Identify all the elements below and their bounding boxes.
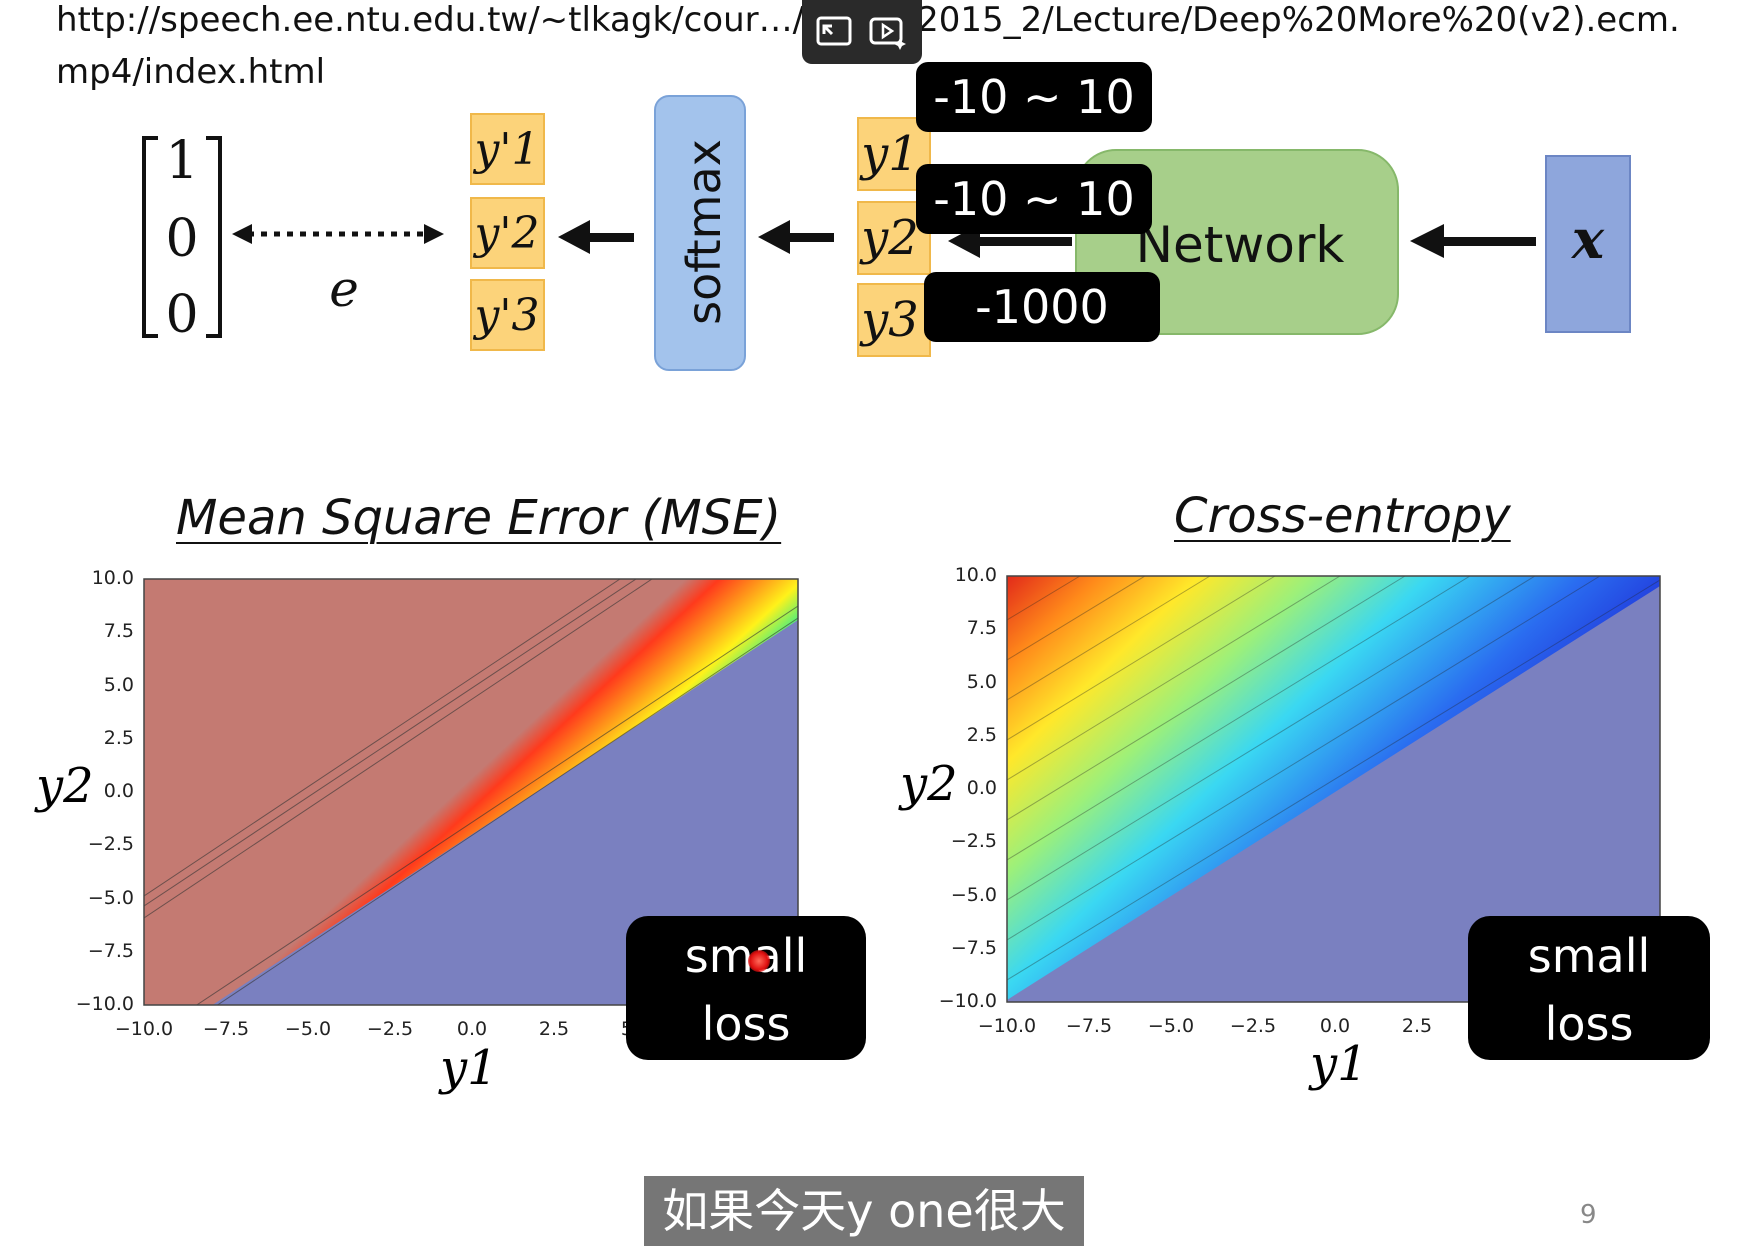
small-loss-line: small [684,929,808,983]
x-tick-label: 0.0 [456,1018,488,1040]
softmax-output-label: y'1 [473,124,540,175]
x-tick-label: 2.5 [538,1018,570,1040]
network-output-label: y1 [859,126,919,182]
x-tick-label: −5.0 [1147,1015,1195,1037]
small-loss-tag: small loss [626,916,866,1060]
network-output-label: y2 [859,210,919,266]
y-tick-label: 2.5 [103,726,134,749]
network-label: Network [1136,216,1345,274]
y-tick-label: 10.0 [91,567,134,589]
y-tick-label: −2.5 [87,833,134,856]
ce-title: Cross-entropy [1174,488,1511,544]
y-tick-label: 2.5 [966,723,997,746]
x-tick-label: −7.5 [1065,1015,1113,1037]
y-tick-label: 5.0 [103,673,134,696]
softmax-output-label: y'3 [473,290,540,341]
target-vector-entry: 0 [165,209,198,269]
y-tick-label: −10.0 [938,990,997,1012]
ce-xlabel: y1 [1310,1036,1368,1092]
error-arrow [232,224,444,244]
page-number: 9 [1580,1200,1597,1230]
mse-ylabel: y2 [36,758,94,814]
y-tick-label: 7.5 [103,620,134,643]
y-tick-label: −7.5 [87,939,134,962]
input-block [1545,155,1631,333]
input-label: x [1571,207,1605,271]
small-loss-line: loss [701,997,791,1051]
y-tick-label: 0.0 [966,777,997,799]
y-tick-label: −10.0 [75,993,134,1015]
mse-plot-frame [143,578,799,1006]
cursor-pointer [748,950,770,972]
y-tick-label: 10.0 [954,564,997,586]
y-tick-label: 0.0 [103,780,134,802]
x-tick-label: −2.5 [1229,1015,1277,1037]
softmax-output-label: y'2 [473,208,540,259]
error-label: e [329,260,359,318]
video-controls [802,0,922,64]
small-loss-tag: small loss [1468,916,1710,1060]
small-loss-line: small [1527,929,1651,983]
ai-video-icon[interactable] [868,12,908,52]
x-tick-label: −5.0 [284,1018,332,1040]
y-tick-label: −2.5 [950,830,997,853]
target-vector [142,136,222,338]
value-tag: -10 ~ 10 [916,62,1152,132]
network-output-label: y3 [859,292,919,348]
flow-arrows [558,220,1536,258]
x-tick-label: −10.0 [114,1018,174,1040]
y-tick-label: −5.0 [950,883,997,906]
x-tick-label: 0.0 [1319,1015,1351,1037]
video-subtitle: 如果今天y one很大 [644,1176,1084,1246]
mse-title: Mean Square Error (MSE) [176,490,782,546]
mse-xlabel: y1 [440,1040,498,1096]
target-vector-entry: 1 [165,131,198,191]
x-tick-label: −2.5 [366,1018,414,1040]
ce-plot-frame [1006,575,1661,1003]
y-tick-label: −7.5 [950,936,997,959]
softmax-block [654,95,746,371]
value-tag: -1000 [924,272,1160,342]
softmax-output-boxes [470,113,545,351]
y-tick-label: −5.0 [87,886,134,909]
y-tick-label: 5.0 [966,670,997,693]
x-tick-label: −7.5 [202,1018,250,1040]
softmax-label: softmax [677,139,731,325]
picture-in-picture-icon[interactable] [814,12,854,52]
ce-ylabel: y2 [900,756,958,812]
value-tag: -10 ~ 10 [916,164,1152,234]
x-tick-label: 2.5 [1401,1015,1433,1037]
y-tick-label: 7.5 [966,617,997,640]
target-vector-entry: 0 [165,285,198,345]
x-tick-label: −10.0 [977,1015,1037,1037]
small-loss-line: loss [1544,997,1634,1051]
